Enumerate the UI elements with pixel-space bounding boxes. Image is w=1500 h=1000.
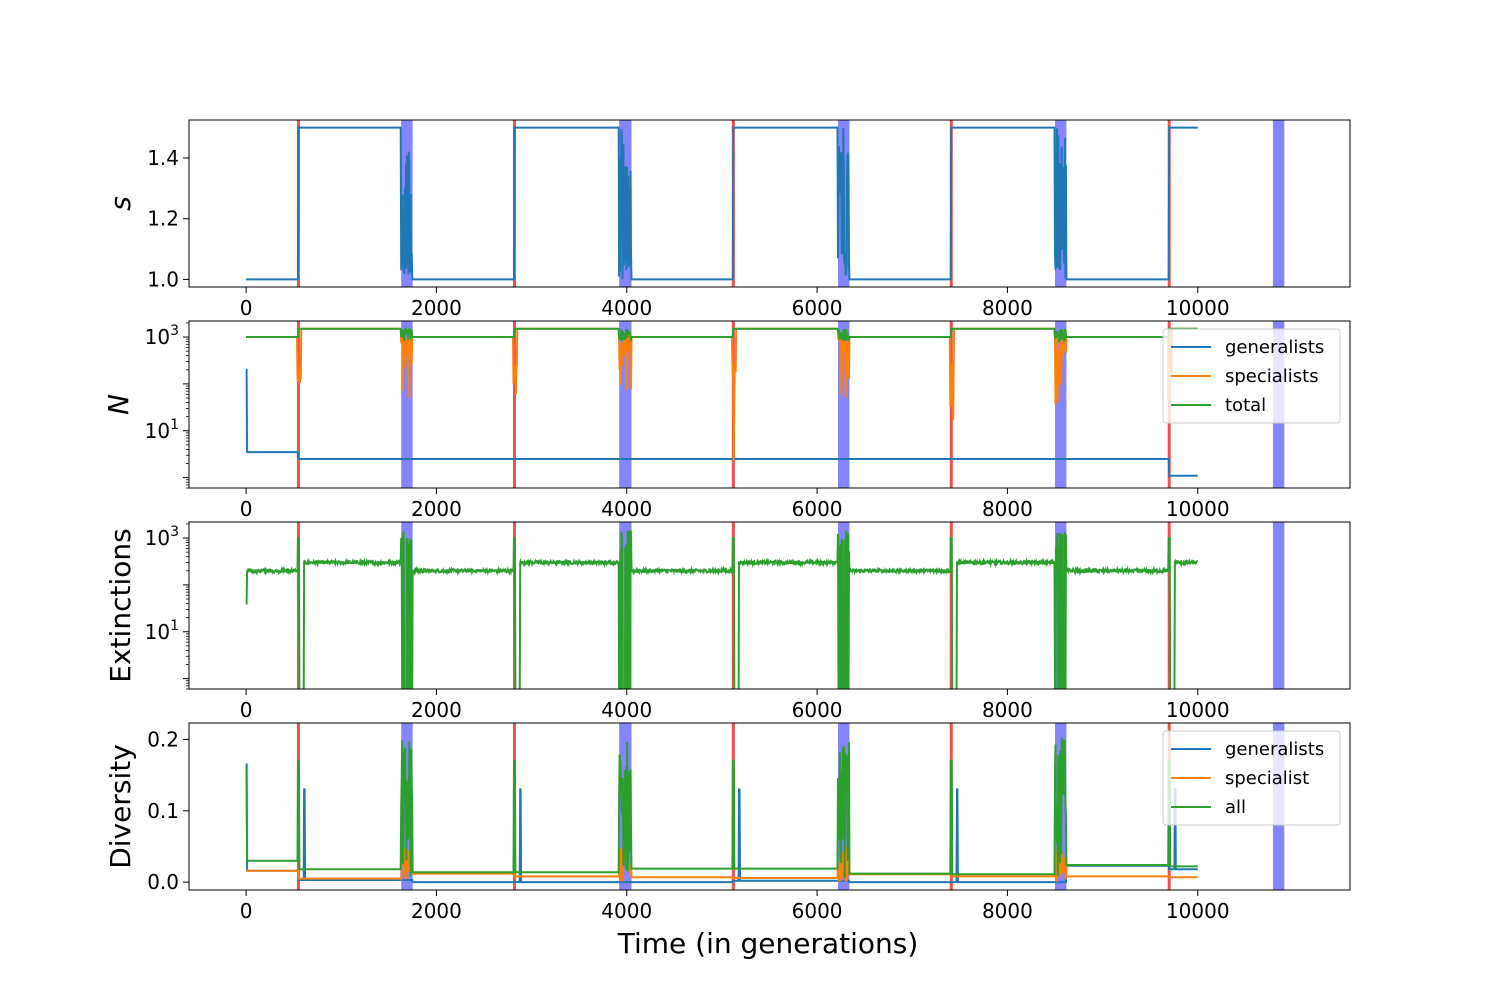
x-tick-label: 6000 <box>792 899 843 923</box>
x-tick-label: 4000 <box>601 497 652 521</box>
legend-entry: all <box>1225 797 1246 818</box>
panel-s: 0 2000 4000 6000 8000 10000 1.0 1.2 1.4 s <box>104 119 1351 320</box>
y-tick-label: 0.0 <box>147 870 179 894</box>
plot-area <box>246 120 1285 287</box>
y-tick-label: 1.4 <box>147 146 179 170</box>
x-tick-label: 8000 <box>982 296 1033 320</box>
series-generalists-line <box>245 368 1198 477</box>
x-tick-label: 10000 <box>1166 497 1230 521</box>
y-tick-label: 103 <box>145 323 179 349</box>
blue-band <box>1272 120 1285 287</box>
y-tick-label: 101 <box>145 618 179 644</box>
panel-ext: 0 2000 4000 6000 8000 10000 101 103 Extinctions <box>104 521 1351 722</box>
blue-band <box>1054 321 1067 488</box>
x-axis-label: Time (in generations) <box>617 927 919 960</box>
blue-band <box>838 321 850 488</box>
plot-area <box>245 522 1285 689</box>
x-tick-label: 2000 <box>411 296 462 320</box>
y-tick-label: 101 <box>145 417 179 443</box>
x-tick-label: 6000 <box>792 698 843 722</box>
y-tick-label: 1.2 <box>147 207 179 231</box>
axes-frame <box>188 521 1351 690</box>
x-tick-label: 2000 <box>411 899 462 923</box>
panel-div: 0 2000 4000 6000 8000 10000 0.0 0.1 0.2 Diversity… <box>104 722 1351 923</box>
x-tick-label: 0 <box>240 698 253 722</box>
x-tick-label: 10000 <box>1166 698 1230 722</box>
legend-entry: generalists <box>1225 739 1324 760</box>
blue-band <box>401 321 413 488</box>
x-tick-label: 0 <box>240 497 253 521</box>
legend-entry: specialists <box>1225 366 1319 387</box>
x-tick-label: 8000 <box>982 698 1033 722</box>
x-tick-label: 0 <box>240 899 253 923</box>
series-extinctions-line <box>245 530 1199 689</box>
x-tick-label: 10000 <box>1166 296 1230 320</box>
axes-frame <box>188 119 1351 288</box>
legend-entry: total <box>1225 395 1266 416</box>
plot-area <box>245 321 1285 488</box>
series-s-line <box>246 126 1198 281</box>
y-axis-label: Diversity <box>104 744 137 869</box>
legend <box>1162 328 1341 424</box>
plot-area <box>245 723 1285 890</box>
series-all-line <box>245 737 1198 879</box>
x-tick-label: 8000 <box>982 497 1033 521</box>
y-axis-label: N <box>102 394 135 415</box>
y-tick-label: 0.2 <box>147 727 179 751</box>
series-specialist-line <box>246 845 1198 883</box>
y-tick-label: 1.0 <box>147 267 179 291</box>
y-axis-label: s <box>104 196 137 211</box>
x-tick-label: 4000 <box>601 698 652 722</box>
legend-entry: specialist <box>1225 768 1309 789</box>
x-tick-label: 2000 <box>411 497 462 521</box>
x-tick-label: 0 <box>240 296 253 320</box>
series-generalists-line <box>245 763 1198 884</box>
x-tick-label: 4000 <box>601 899 652 923</box>
legend-entry: generalists <box>1225 337 1324 358</box>
x-tick-label: 4000 <box>601 296 652 320</box>
y-axis-label: Extinctions <box>104 528 137 682</box>
axes-frame <box>188 722 1351 891</box>
blue-band <box>1272 522 1285 689</box>
x-tick-label: 8000 <box>982 899 1033 923</box>
x-tick-label: 2000 <box>411 698 462 722</box>
y-tick-label: 0.1 <box>147 799 179 823</box>
panel-N: 0 2000 4000 6000 8000 10000 101 103 Ngeneralists… <box>102 320 1351 521</box>
series-total-line <box>246 327 1198 344</box>
x-tick-label: 10000 <box>1166 899 1230 923</box>
series-specialists-line <box>246 327 1198 461</box>
legend <box>1162 730 1341 826</box>
y-tick-label: 103 <box>145 524 179 550</box>
x-tick-label: 6000 <box>792 497 843 521</box>
axes-frame <box>188 320 1351 489</box>
x-tick-label: 6000 <box>792 296 843 320</box>
